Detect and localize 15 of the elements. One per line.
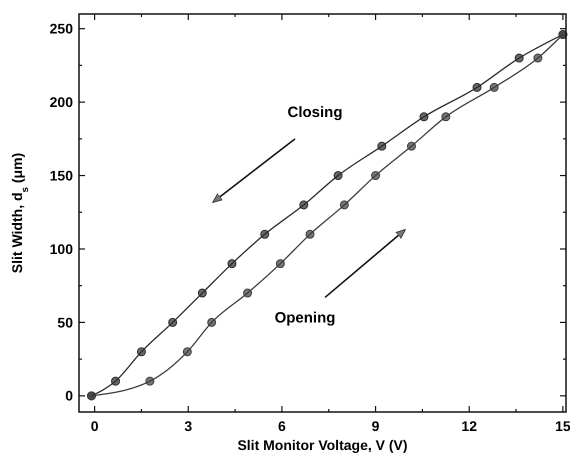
y-tick-label: 250	[50, 20, 74, 37]
x-tick-label: 3	[184, 418, 192, 434]
x-axis-title: Slit Monitor Voltage, V (V)	[237, 437, 408, 453]
y-tick-label: 200	[50, 94, 74, 110]
annotation: Opening	[274, 309, 336, 326]
x-tick-label: 6	[278, 418, 286, 434]
y-tick-label: 150	[50, 167, 74, 184]
x-tick-label: 9	[372, 418, 380, 434]
x-tick-label: 12	[461, 418, 478, 434]
y-tick-label: 50	[57, 314, 74, 330]
y-tick-label: 0	[65, 388, 74, 404]
x-tick-label: 15	[555, 418, 570, 434]
annotation: Closing	[288, 104, 343, 121]
y-tick-label: 100	[50, 240, 74, 257]
x-tick-label: 0	[90, 418, 99, 434]
